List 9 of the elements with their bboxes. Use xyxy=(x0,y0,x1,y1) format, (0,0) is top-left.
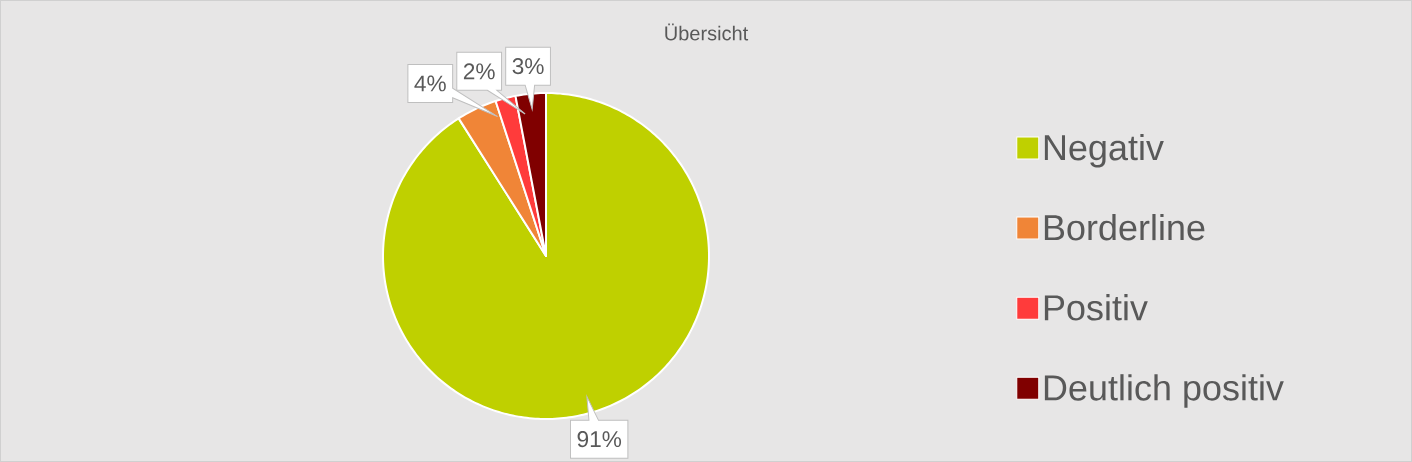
legend-label: Deutlich positiv xyxy=(1044,374,1284,408)
legend-label: Negativ xyxy=(1044,133,1164,168)
data-label: 2% xyxy=(463,63,495,80)
data-label: 3% xyxy=(512,58,544,75)
data-label: 4% xyxy=(414,75,446,92)
legend-label: Positiv xyxy=(1044,294,1148,321)
legend-label: Borderline xyxy=(1044,214,1205,241)
chart-title: Übersicht xyxy=(665,23,749,41)
data-label: 91% xyxy=(577,431,622,448)
